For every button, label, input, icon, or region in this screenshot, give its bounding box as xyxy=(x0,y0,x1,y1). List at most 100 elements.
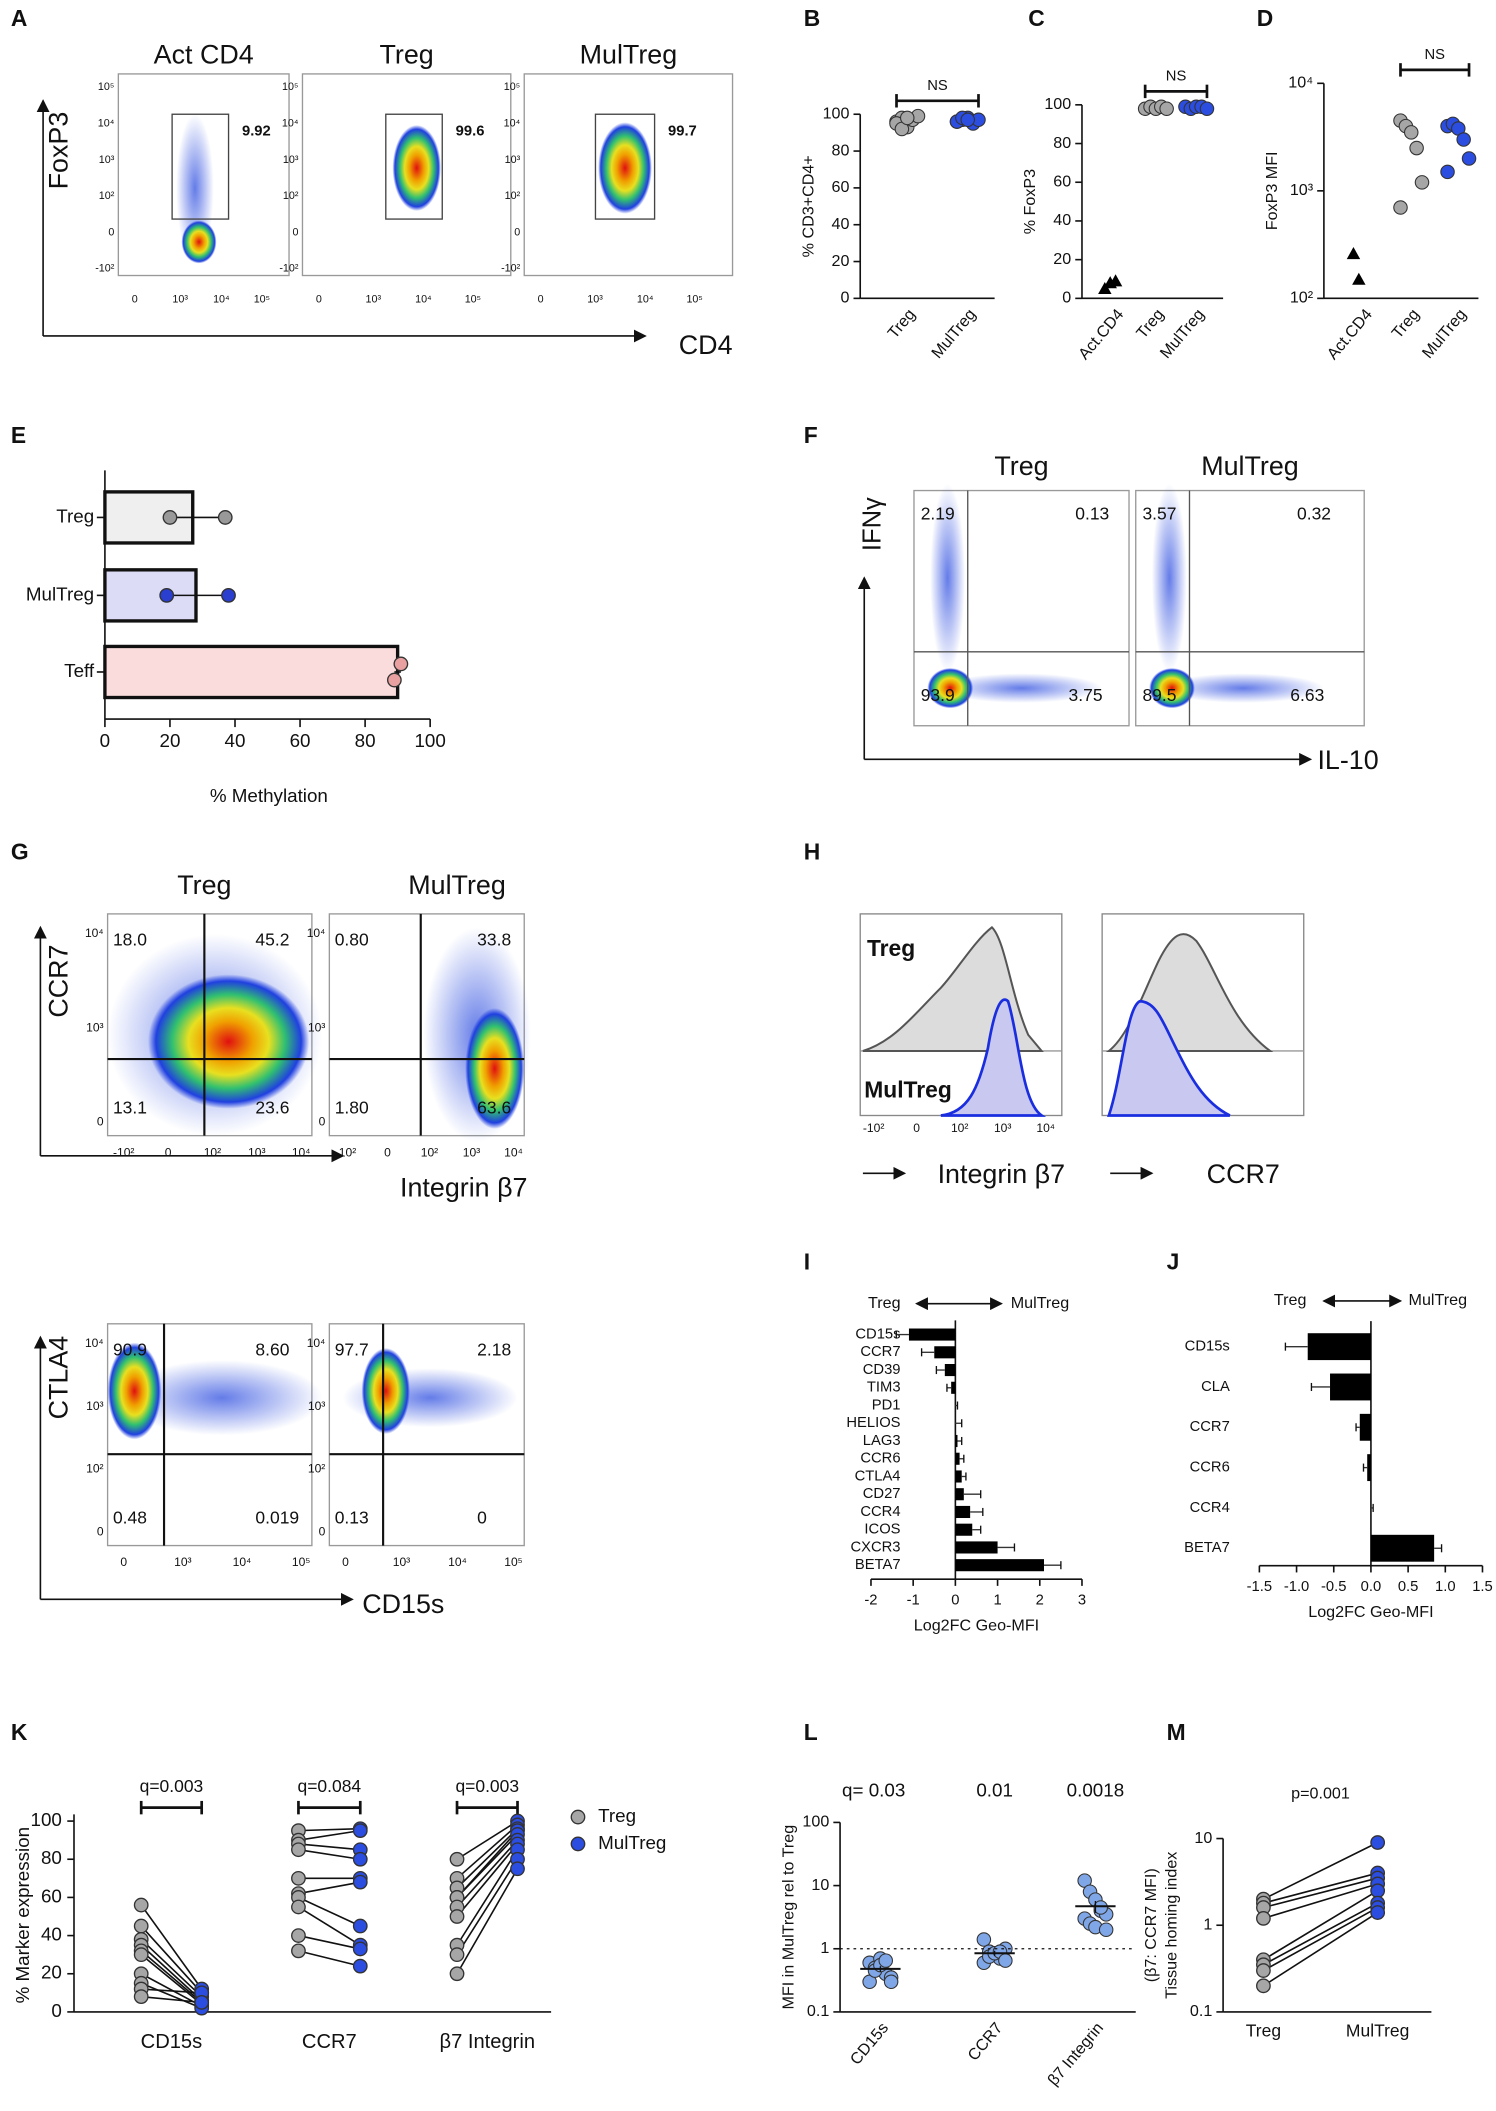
tick-label: -10² xyxy=(863,1121,884,1135)
annotation: q=0.003 xyxy=(140,1776,204,1796)
quadrant-value: 63.6 xyxy=(477,1097,511,1117)
panel-label: K xyxy=(11,1719,28,1745)
axis-label: % CD3+CD4+ xyxy=(799,155,817,257)
gate xyxy=(171,113,230,220)
category-label: BETA7 xyxy=(1184,1540,1230,1556)
quadrant-value: 3.75 xyxy=(1069,685,1103,705)
category-label: ICOS xyxy=(864,1522,900,1538)
annotation: q=0.084 xyxy=(298,1776,362,1796)
point xyxy=(291,1943,306,1959)
bar xyxy=(955,1541,998,1554)
tick-label: 0 xyxy=(342,1555,349,1569)
tick-label: -1 xyxy=(907,1593,920,1609)
tick-label: 10³ xyxy=(172,294,188,306)
quadrant-value: 2.19 xyxy=(921,503,955,523)
quadrant-value: 0.13 xyxy=(335,1507,369,1527)
category-label: CCR7 xyxy=(860,1344,900,1360)
panel-label: C xyxy=(1028,5,1044,31)
pair-line xyxy=(298,1906,361,1946)
quadrant-value: 6.63 xyxy=(1290,685,1324,705)
bar xyxy=(103,644,400,700)
point xyxy=(1440,164,1455,180)
point xyxy=(291,1842,306,1858)
quadrant-value: 23.6 xyxy=(255,1097,289,1117)
pair-line xyxy=(140,1938,203,1998)
axis-label: IFNγ xyxy=(858,497,886,551)
tick-label: 0.1 xyxy=(807,2002,829,2020)
tick-label: 0 xyxy=(100,730,110,751)
tick-label: 10⁵ xyxy=(98,81,114,93)
tick-label: 100 xyxy=(414,730,445,751)
pair-line xyxy=(1263,1906,1379,1972)
quadrant-value: 0.48 xyxy=(113,1507,147,1527)
point xyxy=(291,1928,306,1943)
density xyxy=(107,1342,162,1440)
point xyxy=(1159,101,1174,116)
tick-label: 0.1 xyxy=(1190,2002,1212,2020)
tick-label: 100 xyxy=(31,1809,62,1830)
bar xyxy=(934,1346,956,1359)
point xyxy=(1409,140,1424,156)
tick-label: 0 xyxy=(913,1121,920,1135)
point xyxy=(1461,151,1477,166)
quadrant-value: 0.80 xyxy=(335,929,369,949)
point xyxy=(1346,247,1361,260)
bar xyxy=(1359,1413,1371,1441)
tick-label: 10⁵ xyxy=(282,81,298,93)
panel-label: L xyxy=(804,1719,818,1745)
category-label: CCR6 xyxy=(860,1451,900,1467)
point xyxy=(960,112,975,128)
category-label: CCR7 xyxy=(964,2019,1006,2064)
axis-label: Log2FC Geo-MFI xyxy=(914,1616,1039,1634)
plot-title: Treg xyxy=(380,40,434,70)
pair-line xyxy=(456,1828,519,1889)
point xyxy=(1403,125,1419,140)
tick-label: 0 xyxy=(51,2000,61,2021)
tick-label: 10⁴ xyxy=(307,1336,326,1350)
point xyxy=(291,1899,306,1915)
axis-label: IL-10 xyxy=(1317,745,1378,775)
tick-label: 10² xyxy=(421,1145,438,1159)
category-label: CD27 xyxy=(863,1486,901,1502)
annotation: q= 0.03 xyxy=(842,1779,905,1800)
point xyxy=(1370,1883,1386,1899)
axis-label: CCR7 xyxy=(44,945,74,1018)
point xyxy=(883,1974,899,1990)
tick-label: -0.5 xyxy=(1321,1579,1346,1595)
tick-label: 0 xyxy=(120,1555,127,1569)
tick-label: 0 xyxy=(384,1145,391,1159)
pair-line xyxy=(1262,1911,1379,1987)
pair-line xyxy=(298,1829,361,1841)
category-label: Treg xyxy=(56,505,94,526)
group-label: β7 Integrin xyxy=(439,2031,535,2053)
pair-line xyxy=(456,1824,519,1879)
axis-label: MFI in MulTreg rel to Treg xyxy=(779,1825,797,2010)
point xyxy=(1093,1900,1109,1915)
tick-label: 0 xyxy=(97,1524,104,1538)
category-label: CCR4 xyxy=(860,1504,900,1520)
pair-line xyxy=(456,1839,519,1908)
density xyxy=(598,122,652,214)
point xyxy=(1352,272,1366,285)
tick-label: 40 xyxy=(1053,211,1071,229)
annotation: NS xyxy=(1166,69,1187,85)
category-label: Treg xyxy=(1246,2021,1281,2041)
tick-label: 10² xyxy=(86,1462,103,1476)
tick-label: 10 xyxy=(811,1876,829,1894)
tick-label: 10⁴ xyxy=(98,117,115,129)
tick-label: 40 xyxy=(41,1924,62,1945)
tick-label: 10⁴ xyxy=(448,1555,467,1569)
category-label: CCR4 xyxy=(1190,1500,1230,1516)
tick-label: 80 xyxy=(355,730,376,751)
tick-label: 0 xyxy=(514,226,520,238)
tick-label: 10⁵ xyxy=(292,1555,310,1569)
tick-label: -1.5 xyxy=(1247,1579,1272,1595)
tick-label: 0 xyxy=(108,226,114,238)
annotation: p=0.001 xyxy=(1291,1784,1350,1802)
category-label: CD15s xyxy=(1185,1339,1230,1355)
tick-label: 10⁴ xyxy=(415,294,432,306)
tick-label: 1 xyxy=(1203,1916,1212,1934)
direction: MulTreg xyxy=(1011,1294,1069,1312)
tick-label: 10⁵ xyxy=(504,81,520,93)
annotation: 0.01 xyxy=(976,1779,1013,1800)
